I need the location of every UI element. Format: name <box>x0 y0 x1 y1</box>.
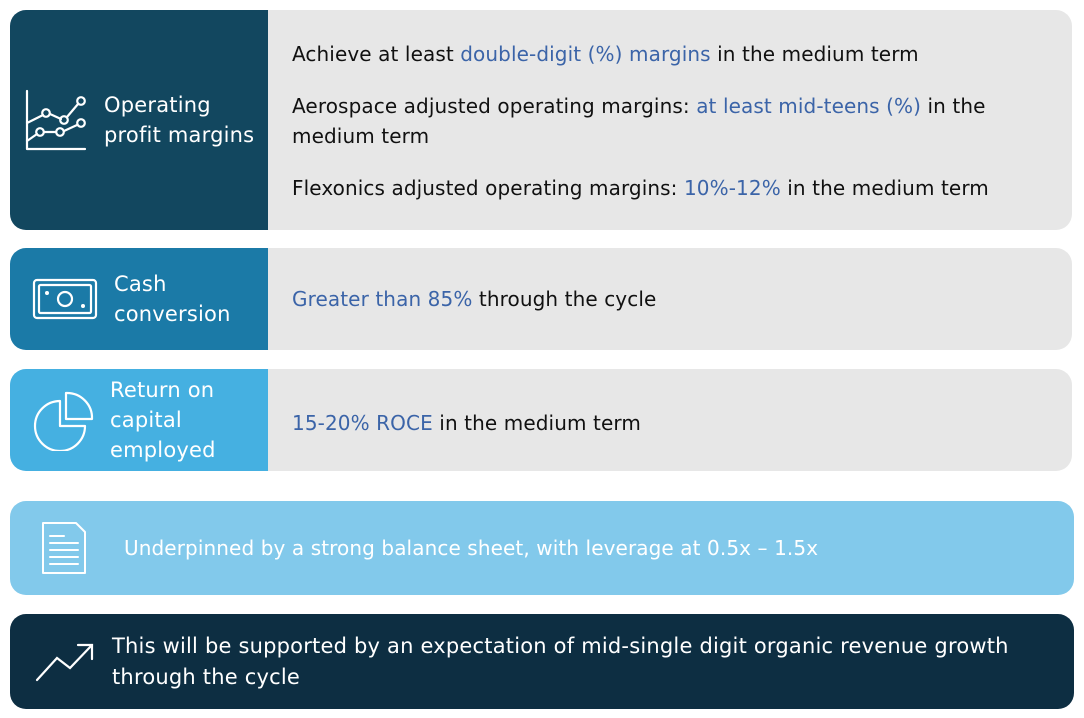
roce-row: Return on capital employed 15-20% ROCE i… <box>10 369 1072 471</box>
row-title: Return on capital employed <box>110 378 216 462</box>
target-item: Achieve at least double-digit (%) margin… <box>292 42 919 66</box>
target-highlight: at least mid-teens (%) <box>696 94 922 118</box>
row-title: Cash conversion <box>114 272 231 326</box>
targets-panel: 15-20% ROCE in the medium term <box>268 369 1072 471</box>
target-item: Flexonics adjusted operating margins: 10… <box>292 176 989 200</box>
target-highlight: Greater than 85% <box>292 287 473 311</box>
target-highlight: 10%-12% <box>683 176 781 200</box>
target-highlight: double-digit (%) margins <box>460 42 711 66</box>
targets-panel: Achieve at least double-digit (%) margin… <box>268 10 1072 230</box>
growth-banner: This will be supported by an expectation… <box>10 614 1074 709</box>
targets-panel: Greater than 85% through the cycle <box>268 248 1072 350</box>
trending-up-icon <box>34 640 98 684</box>
pie-chart-icon <box>32 389 94 451</box>
growth-text: This will be supported by an expectation… <box>112 633 1009 689</box>
line-chart-icon <box>23 87 89 153</box>
cash-conversion-row: Cash conversion Greater than 85% through… <box>10 248 1072 350</box>
operating-profit-margins-header: Operating profit margins <box>10 10 268 230</box>
target-item: 15-20% ROCE in the medium term <box>292 411 641 435</box>
balance-sheet-text: Underpinned by a strong balance sheet, w… <box>124 536 819 560</box>
row-title: Operating profit margins <box>104 93 255 147</box>
balance-sheet-banner: Underpinned by a strong balance sheet, w… <box>10 501 1074 595</box>
banknote-icon <box>32 277 98 321</box>
target-item: Aerospace adjusted operating margins: at… <box>292 94 986 148</box>
target-highlight: 15-20% ROCE <box>292 411 433 435</box>
roce-header: Return on capital employed <box>10 369 268 471</box>
document-icon <box>40 520 88 576</box>
target-item: Greater than 85% through the cycle <box>292 287 657 311</box>
operating-profit-margins-row: Operating profit margins Achieve at leas… <box>10 10 1072 230</box>
cash-conversion-header: Cash conversion <box>10 248 268 350</box>
